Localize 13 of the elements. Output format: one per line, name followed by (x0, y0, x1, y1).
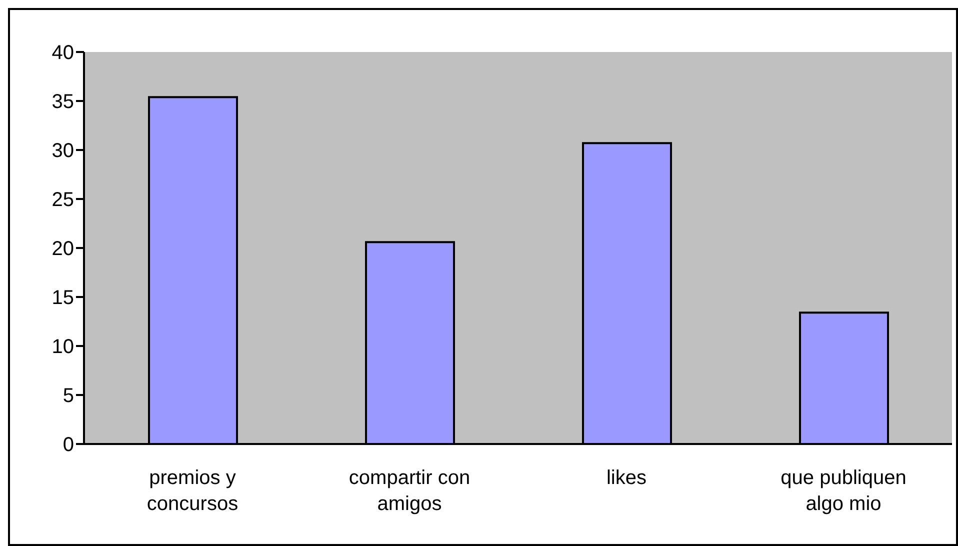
y-tick-label: 35 (52, 91, 74, 114)
y-tick-label: 0 (62, 434, 74, 456)
y-tick-label: 40 (52, 42, 74, 64)
y-tick-label: 30 (52, 140, 74, 162)
x-tick-label: premios y concursos (146, 467, 238, 515)
y-tick-label: 20 (52, 238, 74, 260)
y-tick-label: 10 (52, 336, 74, 358)
y-tick-label: 25 (52, 189, 74, 212)
y-tick-label: 5 (62, 385, 74, 408)
x-tick-label: compartir con amigos (348, 467, 470, 515)
x-tick-label: que publiquen algo mio (780, 467, 906, 515)
x-tick-label: likes (606, 467, 647, 489)
y-tick-label: 15 (52, 287, 74, 310)
